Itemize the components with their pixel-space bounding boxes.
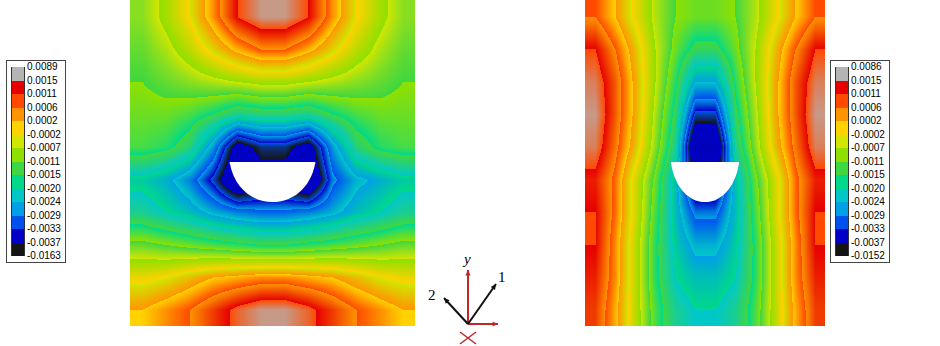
html-text:-0.0015: -0.0015 (851, 169, 885, 180)
html-text:-0.0033: -0.0033 (27, 223, 61, 234)
html-text:0.0015: 0.0015 (851, 74, 882, 86)
html-text:-0.0020: -0.0020 (851, 182, 885, 194)
html-text:-0.0037: -0.0037 (851, 236, 885, 248)
html-text:0.0015: 0.0015 (27, 74, 58, 86)
html-text:-0.0024: -0.0024 (27, 196, 61, 207)
html-text:-0.0011: -0.0011 (851, 155, 885, 167)
html-text:-0.0029: -0.0029 (27, 209, 61, 221)
html-text:-0.0037: -0.0037 (27, 236, 61, 248)
html-text:-0.0024: -0.0024 (851, 196, 885, 207)
html-text:-0.0163: -0.0163 (27, 250, 61, 261)
svg-text:2: 2 (428, 287, 436, 303)
html-text:-0.0011: -0.0011 (27, 155, 61, 167)
html-text:0.0089: 0.0089 (27, 61, 58, 72)
html-text:0.0006: 0.0006 (27, 101, 58, 113)
html-text:-0.0015: -0.0015 (27, 169, 61, 180)
html-text:0.0011: 0.0011 (27, 88, 57, 99)
html-text:-0.0002: -0.0002 (27, 128, 61, 140)
html-text:0.0006: 0.0006 (851, 101, 882, 113)
html-text:0.0011: 0.0011 (851, 88, 881, 99)
html-text:-0.0029: -0.0029 (851, 209, 885, 221)
html-text:-0.0020: -0.0020 (27, 182, 61, 194)
html-text:-0.0152: -0.0152 (851, 250, 885, 261)
html-text:0.0086: 0.0086 (851, 61, 882, 72)
html-text:-0.0007: -0.0007 (27, 142, 61, 153)
html-text:-0.0002: -0.0002 (851, 128, 885, 140)
svg-text:y: y (462, 251, 471, 267)
html-text:-0.0033: -0.0033 (851, 223, 885, 234)
html-text:0.0002: 0.0002 (851, 115, 882, 126)
svg-text:1: 1 (498, 269, 506, 285)
html-text:0.0002: 0.0002 (27, 115, 58, 126)
html-text:-0.0007: -0.0007 (851, 142, 885, 153)
